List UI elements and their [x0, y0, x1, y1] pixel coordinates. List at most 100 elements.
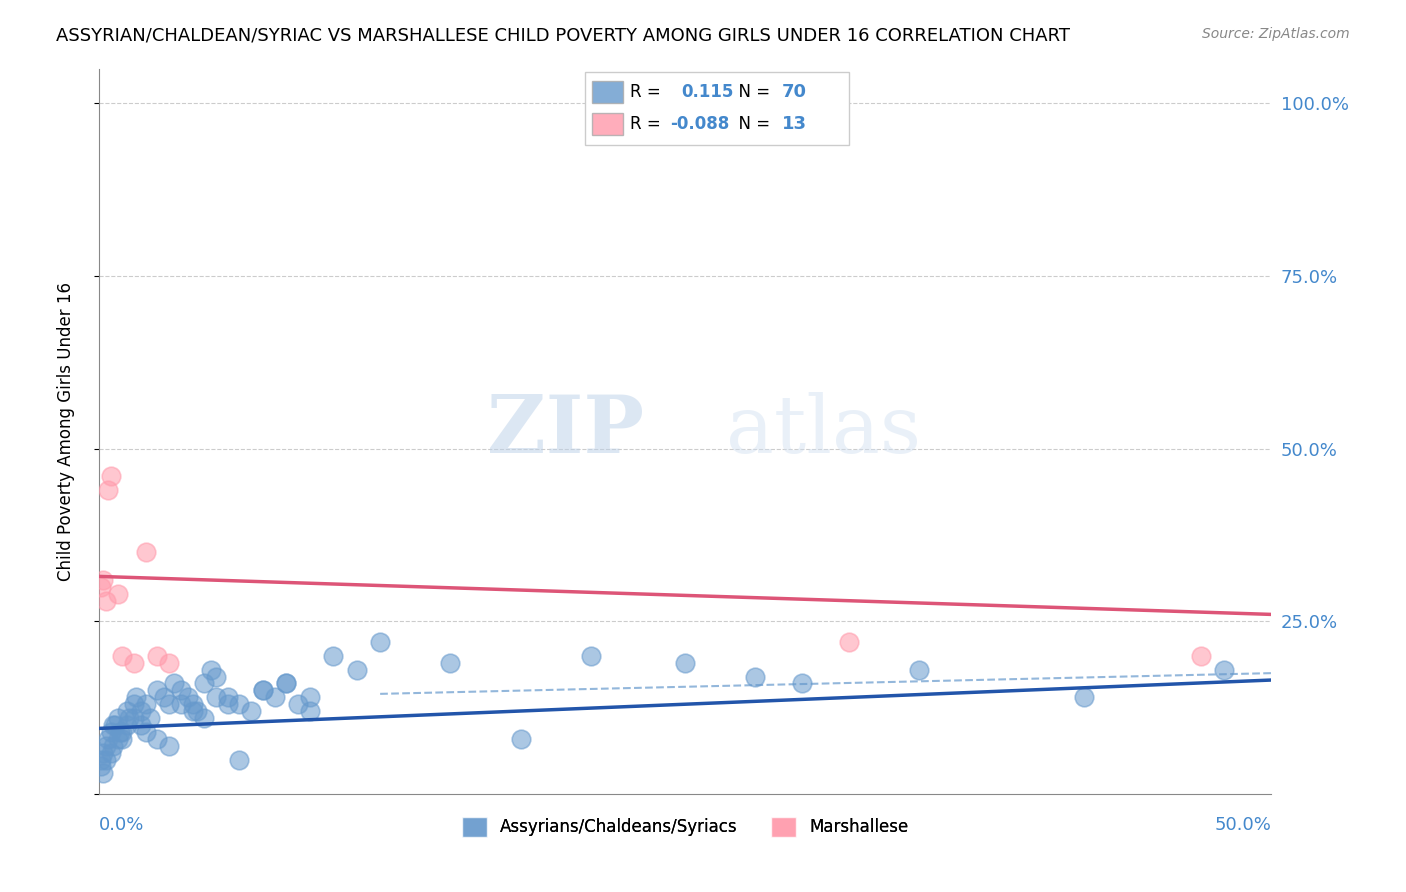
Point	[744, 670, 766, 684]
Point	[439, 656, 461, 670]
Point	[228, 697, 250, 711]
Point	[93, 746, 115, 760]
Point	[170, 697, 193, 711]
Point	[125, 690, 148, 705]
Text: atlas: atlas	[725, 392, 921, 470]
Point	[139, 711, 162, 725]
Text: Source: ZipAtlas.com: Source: ZipAtlas.com	[1202, 27, 1350, 41]
Point	[838, 635, 860, 649]
Point	[94, 593, 117, 607]
Point	[157, 697, 180, 711]
Point	[108, 724, 131, 739]
Point	[94, 739, 117, 753]
Point	[111, 731, 134, 746]
Text: R =: R =	[630, 115, 666, 133]
Point	[240, 704, 263, 718]
Point	[90, 759, 112, 773]
Point	[908, 663, 931, 677]
Point	[276, 676, 298, 690]
Point	[792, 676, 814, 690]
Point	[101, 739, 124, 753]
Point	[1189, 648, 1212, 663]
Text: -0.088: -0.088	[669, 115, 728, 133]
Point	[146, 683, 169, 698]
Point	[93, 573, 115, 587]
Text: N =: N =	[728, 115, 776, 133]
Point	[1213, 663, 1236, 677]
Point	[1073, 690, 1095, 705]
Point	[181, 704, 204, 718]
Text: N =: N =	[728, 83, 776, 101]
Point	[100, 746, 122, 760]
Point	[100, 469, 122, 483]
Text: R =: R =	[630, 83, 666, 101]
Point	[122, 656, 145, 670]
Point	[122, 711, 145, 725]
Point	[107, 731, 129, 746]
FancyBboxPatch shape	[592, 112, 623, 135]
Point	[205, 690, 228, 705]
Point	[263, 690, 285, 705]
Point	[100, 724, 122, 739]
Point	[146, 648, 169, 663]
Text: 13: 13	[782, 115, 807, 133]
Point	[135, 697, 157, 711]
Point	[97, 731, 120, 746]
Text: 0.115: 0.115	[682, 83, 734, 101]
Point	[107, 711, 129, 725]
Text: 70: 70	[782, 83, 807, 101]
Text: ZIP: ZIP	[486, 392, 644, 470]
Point	[228, 752, 250, 766]
Point	[90, 752, 112, 766]
Point	[322, 648, 344, 663]
FancyBboxPatch shape	[592, 81, 623, 103]
Point	[217, 690, 239, 705]
Point	[170, 683, 193, 698]
Text: 0.0%: 0.0%	[98, 816, 145, 834]
Point	[135, 724, 157, 739]
Point	[104, 718, 127, 732]
Point	[97, 483, 120, 497]
Point	[181, 697, 204, 711]
Point	[252, 683, 274, 698]
Point	[153, 690, 176, 705]
Point	[252, 683, 274, 698]
Point	[346, 663, 368, 677]
Point	[193, 676, 215, 690]
Point	[122, 697, 145, 711]
Point	[94, 752, 117, 766]
Point	[107, 587, 129, 601]
Point	[200, 663, 222, 677]
Point	[298, 704, 321, 718]
Point	[186, 704, 208, 718]
Text: ASSYRIAN/CHALDEAN/SYRIAC VS MARSHALLESE CHILD POVERTY AMONG GIRLS UNDER 16 CORRE: ASSYRIAN/CHALDEAN/SYRIAC VS MARSHALLESE …	[56, 27, 1070, 45]
Point	[287, 697, 309, 711]
FancyBboxPatch shape	[585, 72, 849, 145]
Point	[93, 766, 115, 780]
Point	[298, 690, 321, 705]
Point	[163, 676, 186, 690]
Point	[111, 724, 134, 739]
Point	[579, 648, 602, 663]
Point	[129, 704, 152, 718]
Y-axis label: Child Poverty Among Girls Under 16: Child Poverty Among Girls Under 16	[58, 282, 75, 581]
Point	[368, 635, 391, 649]
Point	[276, 676, 298, 690]
Point	[673, 656, 696, 670]
Text: 50.0%: 50.0%	[1215, 816, 1271, 834]
Point	[205, 670, 228, 684]
Point	[509, 731, 531, 746]
Point	[90, 580, 112, 594]
Point	[115, 718, 138, 732]
Point	[217, 697, 239, 711]
Point	[115, 704, 138, 718]
Point	[146, 731, 169, 746]
Point	[129, 718, 152, 732]
Point	[157, 739, 180, 753]
Point	[193, 711, 215, 725]
Point	[135, 545, 157, 559]
Point	[177, 690, 200, 705]
Point	[157, 656, 180, 670]
Point	[118, 711, 141, 725]
Point	[101, 718, 124, 732]
